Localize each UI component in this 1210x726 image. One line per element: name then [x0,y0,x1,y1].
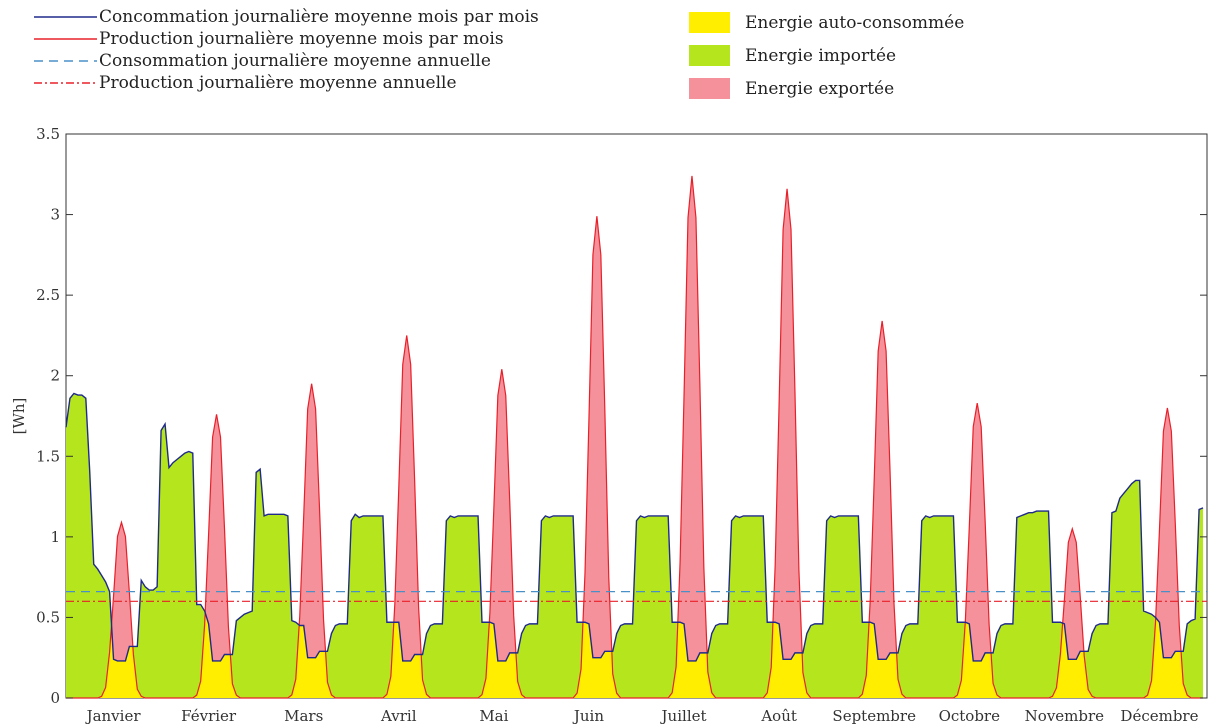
legend-area-label: Energie auto-consommée [745,13,964,33]
x-tick-label: Juin [572,707,604,725]
area-exportee [66,175,1204,661]
consumption-line [65,392,1204,662]
legend-area-swatch [689,78,730,99]
y-tick-label: 3 [50,206,60,224]
x-tick-label: Avril [380,707,417,725]
x-tick-label: Mai [479,707,508,725]
y-tick-label: 3.5 [36,125,60,143]
y-axis-ticks: 0 0.5 1 1.5 2 2.5 3 3.5 [36,125,1207,707]
production-line [66,175,1204,699]
legend-line-label: Consommation journalière moyenne annuell… [99,51,491,71]
line-legend: Concommation journalière moyenne mois pa… [34,7,539,93]
legend-line-label: Production journalière moyenne mois par … [99,29,504,49]
x-axis-labels: Janvier Février Mars Avril Mai Juin Juillet Aoû… [85,707,1199,725]
x-tick-label: Janvier [85,707,142,725]
area-legend: Energie auto-consommée Energie importée En… [689,12,964,99]
y-tick-label: 1 [50,528,60,546]
y-tick-label: 0 [50,689,60,707]
legend-area-swatch [689,12,730,33]
x-tick-label: Février [181,707,237,725]
plot-area: 0 0.5 1 1.5 2 2.5 3 3.5 Janvier Février Mars Avril… [10,125,1208,725]
y-tick-label: 0.5 [36,608,60,626]
legend-area-label: Energie importée [745,46,896,66]
x-tick-label: Novembre [1025,707,1105,725]
legend-line-label: Concommation journalière moyenne mois pa… [99,7,539,27]
y-tick-label: 1.5 [36,447,60,465]
x-tick-label: Juillet [660,707,707,725]
legend-area-label: Energie exportée [745,79,894,99]
y-axis-label: [Wh] [10,398,28,435]
x-tick-label: Mars [284,707,323,725]
y-tick-label: 2 [50,367,60,385]
x-tick-label: Décembre [1120,707,1198,725]
area-importee [66,393,1204,698]
legend-line-label: Production journalière moyenne annuelle [99,73,457,93]
x-tick-label: Septembre [832,707,916,725]
energy-areas [66,175,1204,698]
x-tick-label: Août [760,707,797,725]
series-lines [65,175,1207,699]
legend-area-swatch [689,45,730,66]
x-tick-label: Octobre [939,707,1001,725]
y-tick-label: 2.5 [36,286,60,304]
